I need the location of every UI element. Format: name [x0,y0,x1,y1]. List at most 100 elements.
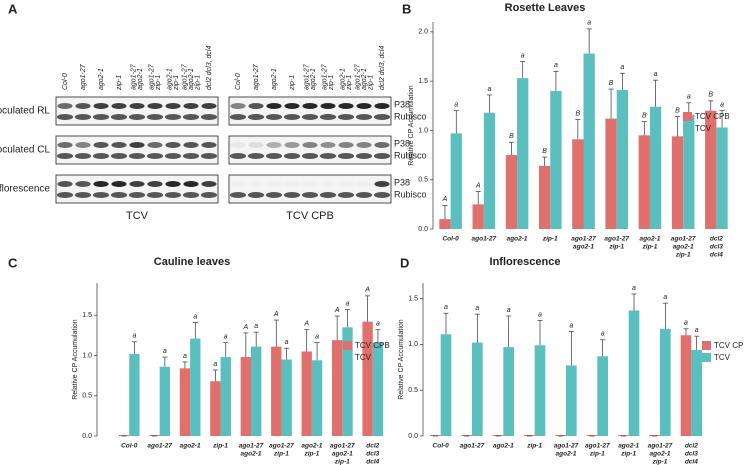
x-tick-label: zip-1 [652,459,668,465]
rubisco-band [164,192,182,198]
p38-band [165,103,181,109]
p38-band [374,181,390,187]
p38-band [356,142,372,148]
p38-band [201,103,217,109]
p38-band [338,142,354,148]
bar [691,349,702,436]
x-tick-label: zip-1 [608,244,624,251]
x-tick-label: zip-1 [212,443,228,450]
rubisco-band [247,114,265,120]
p38-band [284,142,300,148]
y-axis-label: Relative CP Accumulation [398,319,405,400]
p38-band [338,181,353,187]
lane-label: dcl2 dcl3, dcl4 [206,46,213,90]
lane-label: zip-1 [116,75,123,91]
x-tick-label: dcl3 [710,244,723,251]
y-tick-label: 0.5 [418,177,428,184]
p38-band [165,181,181,187]
lane-label: Col-0 [235,73,242,90]
x-tick-label: ago1-27 [239,443,264,450]
p38-band [57,181,73,187]
x-tick-label: ago1-27 [571,236,596,243]
lane-label: ago1-27 [304,63,311,90]
lane-label: ago1-27 [354,63,361,90]
legend-swatch [683,124,692,133]
significance-letter: B [642,112,647,119]
legend-label: TCV CPB [355,341,390,350]
rubisco-band [56,114,74,120]
lane-label: ago2-1 [271,68,278,90]
significance-letter: a [346,300,350,307]
bar [220,357,231,436]
significance-letter: B [542,148,547,155]
bar [524,435,535,436]
band-label: Rubisco [394,189,427,199]
rubisco-band [265,192,283,198]
significance-letter: B [576,110,581,117]
bar [149,435,160,436]
bar [716,127,728,229]
y-tick-label: 1.5 [418,78,428,85]
rubisco-band [301,114,319,120]
p38-band [230,103,246,109]
x-tick-label: ago2-1 [573,244,594,251]
significance-letter: a [488,86,492,93]
band-label: Rubisco [394,150,427,160]
p38-band [320,142,336,148]
p38-band [183,181,199,187]
legend-label: TCV [695,124,712,133]
lane-label: ago2-1 [188,68,195,90]
x-tick-label: zip-1 [273,451,289,458]
significance-letter: a [507,307,511,314]
p38-band [302,103,318,109]
chart-title: Cauline leaves [154,256,230,268]
bar [605,118,617,229]
significance-letter: A [442,196,448,203]
bar [251,346,262,436]
bar [683,114,695,229]
bar [566,365,577,436]
bar [649,106,662,229]
p38-band [302,142,318,148]
rubisco-band [247,192,265,198]
legend-swatch [683,112,692,121]
blot-box [228,135,392,165]
x-tick-label: ago2-1 [493,443,514,450]
blot-box [55,174,219,204]
significance-letter: B [675,107,680,114]
rubisco-band [319,114,337,120]
y-tick-label: 2.0 [418,29,428,36]
rubisco-band [355,192,373,198]
significance-letter: a [695,327,699,334]
x-tick-label: ago2-1 [332,451,353,458]
bar [461,435,472,436]
significance-letter: a [663,294,667,301]
x-tick-label: ago1-27 [460,443,485,450]
bar [671,136,684,229]
p38-band [165,142,181,148]
rubisco-band [164,153,182,159]
p38-band [284,181,299,187]
rubisco-band [337,192,355,198]
legend-swatch [343,341,352,350]
lane-label: zip-1 [346,75,353,91]
bar [129,353,140,436]
x-tick-label: ago1-27 [472,236,497,243]
y-tick-label: 0.0 [82,433,92,440]
lane-label: ago1-27 [149,63,156,90]
p38-band [266,103,282,109]
x-tick-label: ago2-1 [673,244,694,251]
lane-label: ago1-27 [80,63,87,90]
lane-label: ago2-1 [310,68,317,90]
p38-band [356,181,371,187]
x-tick-label: dcl3 [366,451,379,458]
rubisco-band [74,114,92,120]
bar [372,342,384,436]
p38-band [111,103,127,109]
band-label: P38 [394,99,410,109]
rubisco-band [283,114,301,120]
p38-band [374,142,390,148]
p38-band [111,142,127,148]
significance-letter: a [684,320,688,327]
